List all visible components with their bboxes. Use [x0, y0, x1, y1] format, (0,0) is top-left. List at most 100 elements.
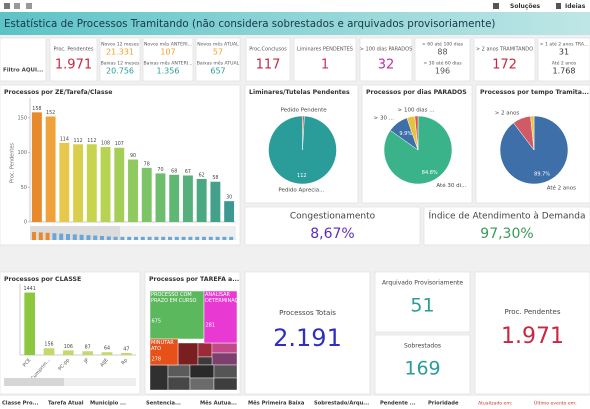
toolbar-button[interactable]: Ideias [565, 3, 586, 10]
data-label: 90 [130, 153, 136, 159]
scroll-preview [100, 236, 104, 240]
icon[interactable] [556, 3, 561, 9]
data-label: 64 [104, 346, 110, 352]
kpi-value: 1 [321, 58, 329, 73]
bar [224, 201, 235, 222]
icon[interactable] [14, 3, 20, 9]
kpi-label: > 2 anos TRAMITANDO [476, 47, 533, 53]
filter-pane[interactable]: Tarefa Atual [48, 401, 84, 407]
filter-label[interactable]: Filtro AQUI... [3, 68, 43, 74]
data-label: 30 [226, 195, 232, 201]
data-label: 112 [73, 138, 82, 144]
cell-label-box: PROCESSO COM PRAZO EM CURSO [151, 292, 196, 304]
bar [73, 144, 84, 222]
cell-label-box: ANALISAR DETERMINAÇÕES [205, 292, 237, 304]
scroll-thumb[interactable] [4, 378, 64, 386]
slice-label: > 30 ... [374, 116, 395, 122]
kpi-value: 196 [435, 67, 450, 76]
icon[interactable] [493, 3, 499, 9]
scroll-preview [174, 236, 179, 240]
icon[interactable] [26, 3, 32, 9]
scroll-preview [140, 236, 145, 240]
scroll-preview [215, 236, 220, 240]
filter-pane[interactable]: Mês Primeira Baixa [248, 400, 305, 407]
kpi-value: 172 [492, 58, 517, 73]
icon[interactable] [4, 3, 10, 9]
total-label: Proc. Pendentes [504, 308, 560, 316]
bar [24, 292, 35, 355]
treemap-cell-minor [167, 364, 191, 378]
slice-label: Pedido Pendente [281, 108, 328, 114]
scroll-preview [32, 232, 36, 240]
treemap-cell-minor [197, 342, 213, 358]
filter-pane[interactable]: Município ... [90, 400, 126, 407]
treemap-cell [149, 290, 205, 340]
bar [141, 167, 152, 222]
scroll-preview [127, 236, 132, 240]
bar [82, 351, 93, 355]
scroll-preview [120, 236, 125, 240]
x-tick-label: AIJE [99, 357, 109, 368]
kpi-label: Baixas mês ATUAL [197, 60, 240, 67]
bar [86, 144, 97, 222]
treemap-cell-minor [213, 377, 238, 391]
scroll-preview [202, 236, 206, 240]
chart-title: Processos por dias PARADOS [366, 89, 467, 96]
data-label: 158 [32, 106, 41, 112]
kpi-label: > 60 até 100 dias [422, 41, 464, 48]
filter-pane[interactable]: Mês Autua... [200, 400, 237, 407]
treemap-cell-minor [213, 364, 238, 379]
panel [423, 206, 590, 246]
scroll-preview [161, 236, 166, 240]
scroll-preview [45, 232, 50, 240]
total-value: 169 [404, 358, 440, 380]
data-label: 68 [171, 168, 177, 174]
panel [245, 37, 291, 82]
data-label: 156 [44, 342, 53, 348]
y-tick-label: 150 [17, 115, 27, 121]
scroll-preview [66, 234, 70, 240]
panel [474, 271, 590, 395]
kpi-value: 1.971 [55, 58, 92, 73]
total-label: Processos Totais [279, 309, 336, 317]
filter-pane[interactable]: Sobrestado/Arqu... [314, 401, 369, 407]
kpi-value: 21.331 [106, 48, 134, 57]
toolbar-button[interactable]: Soluções [510, 3, 541, 10]
filter-box[interactable] [0, 37, 47, 82]
scroll-preview [86, 235, 91, 240]
bar [210, 181, 221, 222]
filter-pane[interactable]: Pendente ... [380, 401, 416, 407]
kpi-label: Proc. Pendentes [53, 47, 93, 53]
cell-label-box: MINUTAR ATO [151, 340, 174, 352]
kpi-label: Baixas 12 meses [101, 61, 140, 67]
bar [196, 178, 207, 222]
kpi-label: Novos mês ATUAL [197, 41, 239, 48]
scroll-preview [38, 232, 43, 240]
filter-bar [0, 396, 590, 409]
kpi-label: > 30 até 60 dias [423, 60, 462, 67]
treemap-cell-minor [211, 352, 238, 366]
scrollbar [4, 378, 136, 386]
bar [43, 348, 55, 355]
bar [182, 175, 193, 222]
chart-title: Processos por TAREFA a... [149, 276, 239, 283]
data-label: 9.9% [399, 131, 412, 137]
bar [169, 174, 180, 222]
filter-pane[interactable]: Classe Pro... [2, 401, 38, 407]
kpi-value: 1.356 [157, 67, 180, 76]
cell-label: ANALISAR DETERMINAÇÕES [205, 292, 237, 304]
filter-pane[interactable]: Sentencia... [146, 401, 181, 407]
bar [121, 352, 132, 355]
panel [99, 37, 141, 82]
panel [49, 37, 98, 82]
bar [31, 112, 42, 222]
kpi-label: Proc.Conclusos [249, 47, 287, 53]
kpi-value: 657 [210, 67, 225, 76]
cell-value: 281 [206, 323, 216, 329]
y-tick-label: 0 [24, 220, 27, 226]
filter-pane[interactable]: Prioridade [428, 401, 459, 407]
page-title: Estatística de Processos Tramitando (não… [4, 18, 495, 30]
update-info: Último evento em: [534, 400, 577, 407]
data-label: 1441 [24, 286, 36, 292]
